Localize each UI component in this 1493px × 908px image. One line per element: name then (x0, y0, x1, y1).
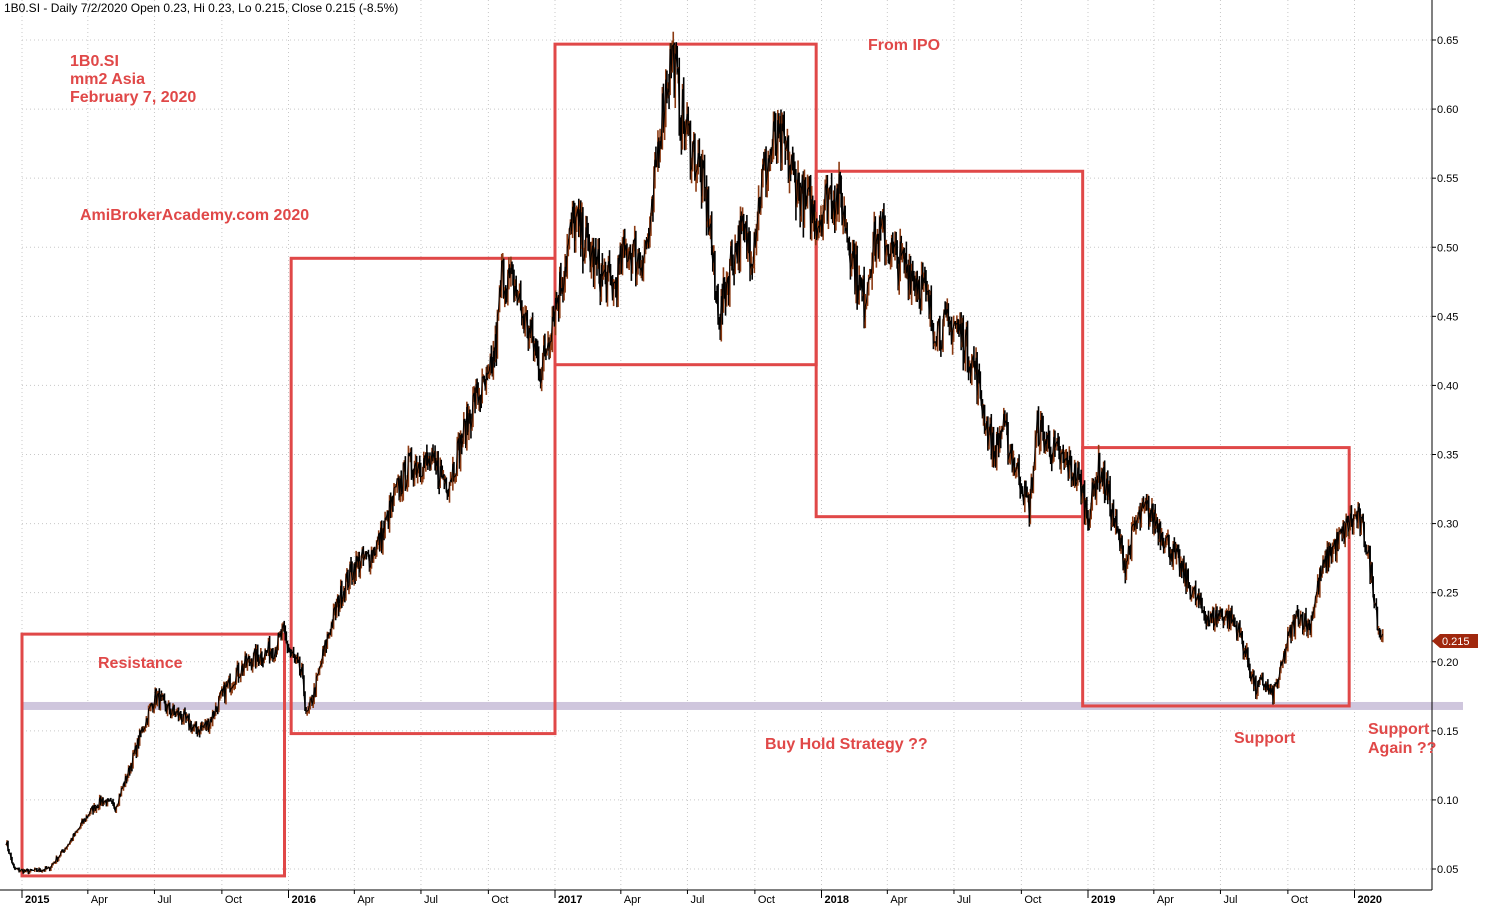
buy-hold-annotation: Buy Hold Strategy ?? (765, 736, 928, 753)
company-annotation: mm2 Asia (70, 71, 145, 88)
chart-grid (21, 0, 1432, 890)
y-tick-label: 0.45 (1437, 311, 1458, 323)
y-axis: 0.05 0.10 0.15 0.20 0.25 0.30 0.35 0.40 0.45 0.50… (1432, 35, 1458, 876)
y-tick-label: 0.10 (1437, 795, 1458, 807)
resistance-annotation: Resistance (98, 655, 183, 672)
x-tick-label: Jul (957, 894, 971, 906)
support-again-annotation-line1: Support (1368, 721, 1430, 738)
x-tick-label: 2019 (1091, 894, 1115, 906)
x-tick-label: Jul (424, 894, 438, 906)
x-tick-label: 2018 (825, 894, 849, 906)
from-ipo-annotation: From IPO (868, 37, 941, 54)
y-tick-label: 0.55 (1437, 173, 1458, 185)
x-tick-label: 2016 (292, 894, 316, 906)
y-tick-label: 0.20 (1437, 657, 1458, 669)
support-annotation: Support (1234, 730, 1296, 747)
x-tick-label: Oct (1291, 894, 1308, 906)
price-line (5, 43, 1384, 875)
x-tick-label: Apr (1157, 894, 1174, 906)
support-band (22, 701, 1463, 710)
x-tick-label: Jul (690, 894, 704, 906)
x-tick-label: Apr (91, 894, 108, 906)
site-annotation: AmiBrokerAcademy.com 2020 (80, 207, 310, 224)
range-box (20, 632, 287, 878)
x-tick-label: Oct (1024, 894, 1041, 906)
x-tick-label: Apr (357, 894, 374, 906)
y-tick-label: 0.05 (1437, 864, 1458, 876)
chart-header: 1B0.SI - Daily 7/2/2020 Open 0.23, Hi 0.… (4, 1, 399, 15)
x-tick-label: Apr (624, 894, 641, 906)
x-tick-label: Oct (225, 894, 242, 906)
x-tick-label: 2017 (558, 894, 582, 906)
x-tick-label: Oct (758, 894, 775, 906)
x-tick-label: Jul (157, 894, 171, 906)
range-boxes (20, 42, 1351, 878)
last-price-tag-shape (1432, 634, 1478, 649)
last-price-tag: 0.215 (1432, 634, 1478, 649)
range-box (814, 169, 1085, 519)
range-box (1081, 446, 1351, 708)
x-axis: 2015 Apr Jul Oct 2016 Apr Jul Oct 2017 Apr Jul Oct 2… (21, 890, 1382, 906)
y-tick-label: 0.40 (1437, 380, 1458, 392)
y-tick-label: 0.60 (1437, 104, 1458, 116)
symbol-annotation: 1B0.SI (70, 53, 119, 70)
support-again-annotation-line2: Again ?? (1368, 740, 1437, 757)
date-annotation: February 7, 2020 (70, 89, 197, 106)
x-tick-label: Oct (491, 894, 508, 906)
y-tick-label: 0.25 (1437, 588, 1458, 600)
price-series (5, 31, 1384, 875)
y-tick-label: 0.15 (1437, 726, 1458, 738)
y-tick-label: 0.65 (1437, 35, 1458, 47)
y-tick-label: 0.35 (1437, 450, 1458, 462)
x-tick-label: Apr (890, 894, 907, 906)
y-tick-label: 0.30 (1437, 519, 1458, 531)
last-price-label: 0.215 (1442, 636, 1470, 648)
range-box (289, 256, 557, 736)
x-tick-label: Jul (1223, 894, 1237, 906)
y-tick-label: 0.50 (1437, 242, 1458, 254)
x-tick-label: 2015 (25, 894, 49, 906)
x-tick-label: 2020 (1358, 894, 1382, 906)
